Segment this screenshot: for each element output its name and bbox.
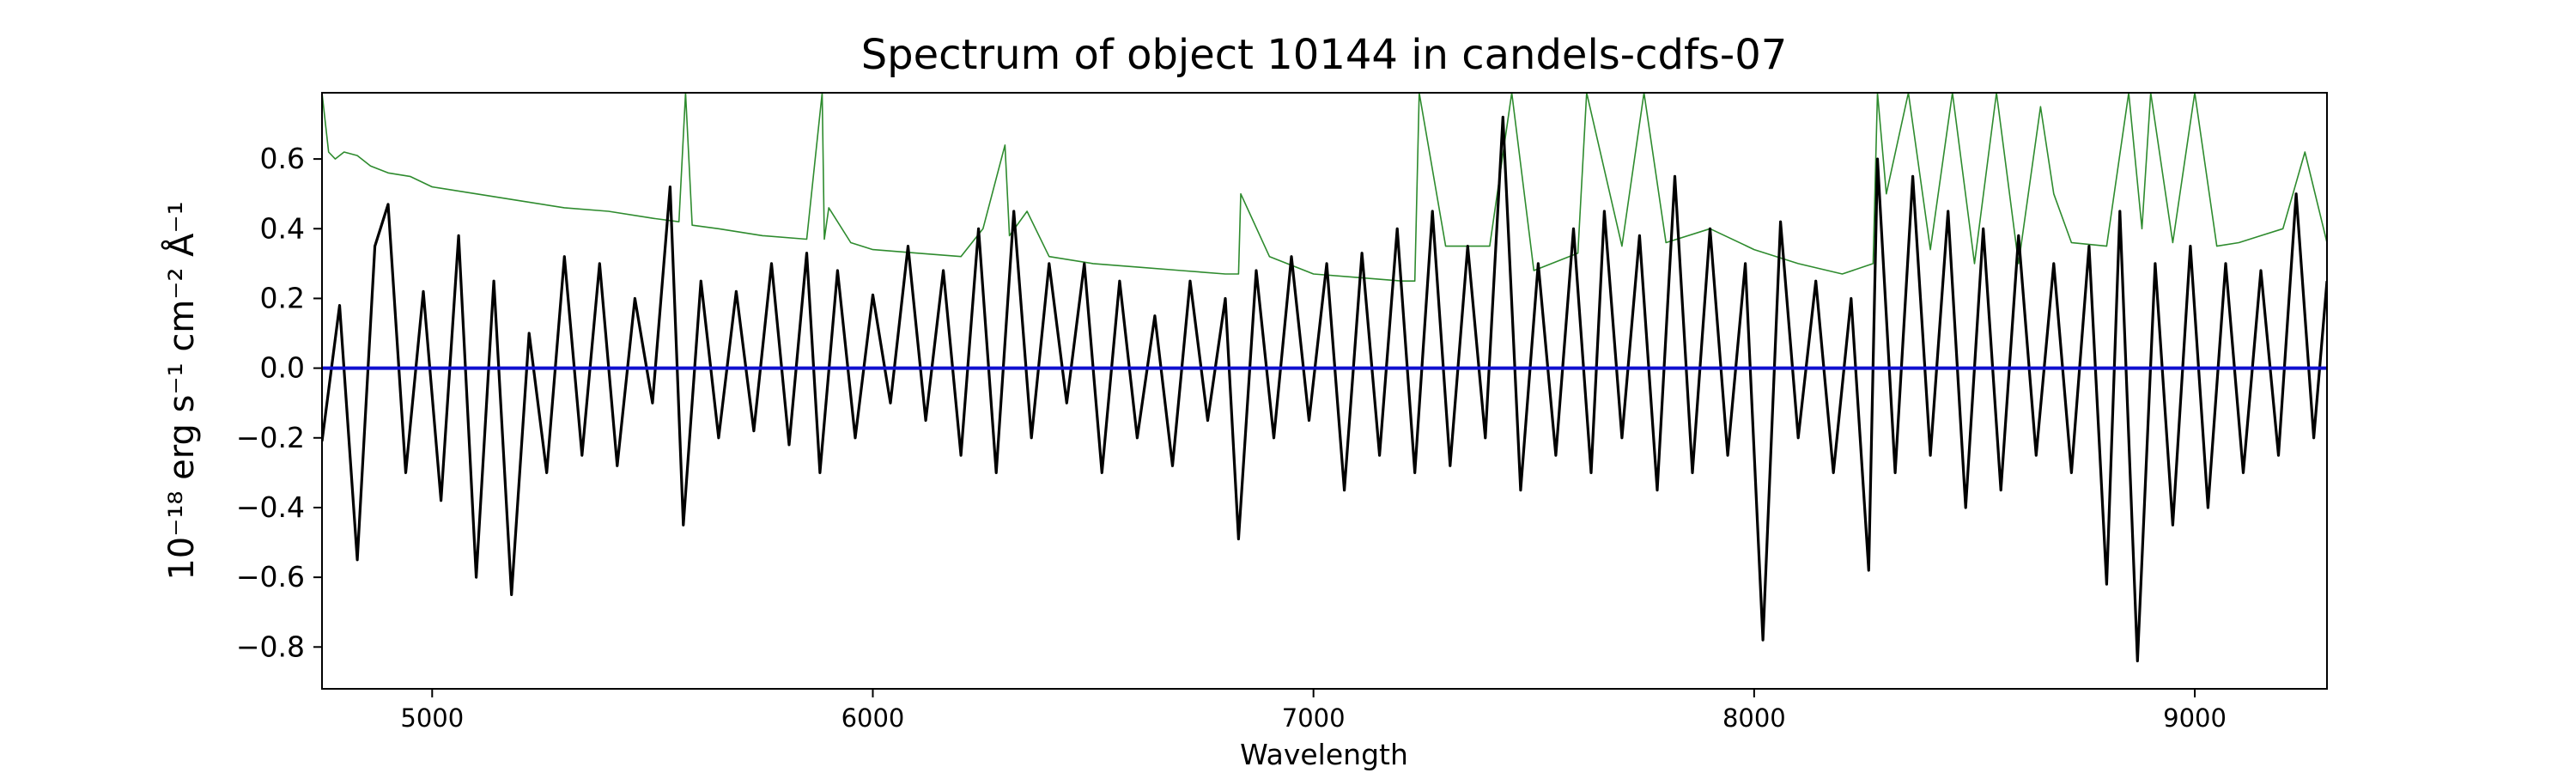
y-tick-label: −0.8 [236,630,305,663]
y-tick-label: −0.2 [236,421,305,454]
plot-area [321,92,2328,690]
x-tick-label: 6000 [841,703,905,733]
chart-title: Spectrum of object 10144 in candels-cdfs… [861,31,1788,79]
x-tick-label: 7000 [1282,703,1346,733]
x-tick-label: 5000 [400,703,464,733]
error-series-line [322,93,2327,283]
x-axis-ticks: 5000 6000 7000 8000 9000 [400,689,2227,733]
y-tick-label: 0.6 [260,142,305,175]
series-layer [322,93,2327,663]
y-tick-label: 0.0 [260,351,305,385]
y-axis-label: 10⁻¹⁸ erg s⁻¹ cm⁻² Å⁻¹ [161,201,202,580]
x-axis-label: Wavelength [1240,738,1408,771]
x-tick-label: 9000 [2163,703,2227,733]
flux-series-line [322,115,2327,663]
x-tick-label: 8000 [1722,703,1786,733]
y-tick-label: 0.2 [260,281,305,314]
y-tick-label: 0.4 [260,211,305,245]
axes-frame [321,92,2328,690]
y-tick-label: −0.4 [236,490,305,524]
y-axis-ticks: −0.8 −0.6 −0.4 −0.2 0.0 0.2 0.4 0.6 [236,142,322,663]
y-tick-label: −0.6 [236,560,305,593]
